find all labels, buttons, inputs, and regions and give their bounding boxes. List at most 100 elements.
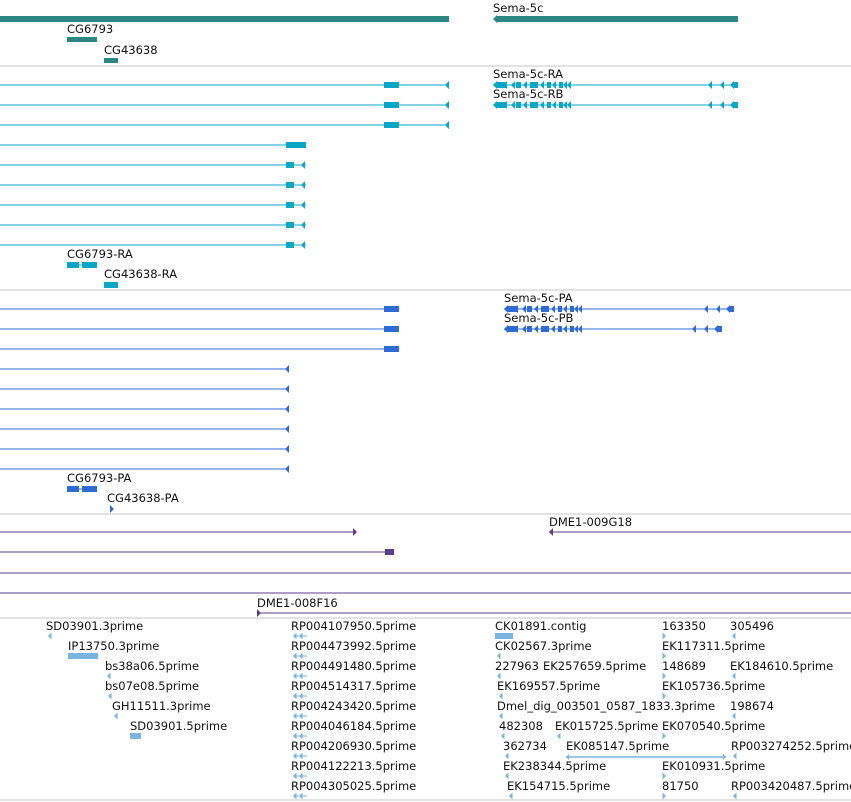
est-feature[interactable]: 305496	[730, 619, 774, 640]
rna-transcript-row[interactable]	[0, 181, 306, 189]
est-feature[interactable]: 148689	[662, 659, 706, 680]
est-feature[interactable]: bs38a06.5prime	[105, 659, 199, 680]
rna-transcript-row[interactable]	[0, 142, 306, 148]
protein-transcript-row[interactable]	[0, 405, 289, 413]
gene-feature-left[interactable]	[0, 16, 449, 22]
est-label: 482308	[499, 719, 543, 733]
est-feature[interactable]: EK238344.5prime	[503, 759, 606, 780]
protein-transcript-cg6793-pa[interactable]: CG6793-PA	[67, 471, 132, 492]
est-feature[interactable]: EK010931.5prime	[662, 759, 765, 780]
rna-transcript-cg43638-ra[interactable]: CG43638-RA	[104, 267, 177, 288]
protein-transcript-sema-5c-pb[interactable]: Sema-5c-PB	[504, 311, 722, 333]
bac-clone-row[interactable]	[0, 528, 357, 536]
est-feature[interactable]: GH11511.3prime	[112, 699, 211, 720]
bac-clone-row[interactable]	[0, 549, 394, 555]
est-feature[interactable]: EK184610.5prime	[730, 659, 833, 680]
est-label: RP004491480.5prime	[291, 659, 416, 673]
est-label: RP004046184.5prime	[291, 719, 416, 733]
est-feature[interactable]: RP004046184.5prime	[291, 719, 416, 740]
protein-transcript-row[interactable]	[0, 465, 289, 473]
est-feature[interactable]: 362734	[503, 739, 547, 760]
est-feature[interactable]: RP004491480.5prime	[291, 659, 416, 680]
est-label: 305496	[730, 619, 774, 633]
protein-transcript-row[interactable]	[0, 445, 289, 453]
est-feature[interactable]: RP003420487.5prime	[731, 779, 851, 800]
protein-transcript-row[interactable]	[0, 425, 289, 433]
est-feature[interactable]: SD03901.3prime	[46, 619, 143, 640]
gene-label: CG43638	[104, 43, 158, 57]
est-feature[interactable]: 163350	[662, 619, 706, 640]
rna-transcript-cg6793-ra[interactable]: CG6793-RA	[67, 247, 133, 268]
protein-transcript-cg43638-pa[interactable]: CG43638-PA	[107, 491, 179, 513]
transcript-label: Sema-5c-PB	[504, 311, 573, 325]
est-label: SD03901.3prime	[46, 619, 143, 633]
gene-feature-cg43638[interactable]: CG43638	[104, 43, 158, 63]
est-feature[interactable]: RP004473992.5prime	[291, 639, 416, 660]
bac-clone-dme1-008f16[interactable]: DME1-008F16	[257, 596, 851, 617]
est-feature[interactable]: bs07e08.5prime	[105, 679, 199, 700]
est-feature[interactable]: EK169557.5prime	[497, 679, 600, 700]
est-feature[interactable]: EK117311.5prime	[662, 639, 765, 660]
est-label: 81750	[662, 779, 699, 793]
est-feature[interactable]: RP003274252.5prime	[731, 739, 851, 760]
rna-transcript-sema-5c-rb[interactable]: Sema-5c-RB	[493, 87, 738, 109]
est-feature[interactable]: Dmel_dig_003501_0587_1833.3prime	[497, 699, 715, 720]
est-feature[interactable]: IP13750.3prime	[68, 639, 159, 659]
est-label: EK015725.5prime	[555, 719, 658, 733]
protein-transcript-row[interactable]	[0, 306, 399, 312]
est-feature[interactable]: RP004107950.5prime	[291, 619, 416, 640]
est-feature[interactable]: 198674	[730, 699, 774, 720]
est-label: RP003420487.5prime	[731, 779, 851, 793]
protein-transcript-row[interactable]	[0, 346, 399, 352]
rna-transcript-row[interactable]	[0, 221, 306, 229]
est-feature[interactable]: EK257659.5prime	[543, 659, 646, 673]
est-label: EK117311.5prime	[662, 639, 765, 653]
rna-transcript-row[interactable]	[0, 241, 306, 249]
rna-transcript-sema-5c-ra[interactable]: Sema-5c-RA	[493, 67, 738, 89]
est-feature[interactable]: EK154715.5prime	[507, 779, 610, 800]
est-feature[interactable]: RP004122213.5prime	[291, 759, 416, 780]
est-feature[interactable]: 81750	[662, 779, 699, 800]
rna-transcript-row[interactable]	[0, 121, 449, 129]
est-feature[interactable]: EK085147.5prime	[566, 739, 726, 760]
est-label: EK105736.5prime	[662, 679, 765, 693]
est-label: RP004107950.5prime	[291, 619, 416, 633]
bac-label: DME1-008F16	[257, 596, 338, 610]
est-feature[interactable]: 227963	[495, 659, 539, 680]
est-feature[interactable]: EK105736.5prime	[662, 679, 765, 700]
est-feature[interactable]: CK01891.contig	[495, 619, 586, 639]
protein-transcript-row[interactable]	[0, 326, 399, 332]
est-feature[interactable]: SD03901.5prime	[130, 719, 227, 739]
est-feature[interactable]: RP004305025.5prime	[291, 779, 416, 800]
est-feature[interactable]: EK070540.5prime	[662, 719, 765, 740]
gene-feature-cg6793[interactable]: CG6793	[67, 22, 113, 42]
protein-transcript-row[interactable]	[0, 365, 289, 373]
protein-transcript-sema-5c-pa[interactable]: Sema-5c-PA	[504, 291, 734, 313]
est-feature[interactable]: EK015725.5prime	[555, 719, 658, 740]
est-label: RP004514317.5prime	[291, 679, 416, 693]
est-label: CK01891.contig	[495, 619, 586, 633]
est-label: SD03901.5prime	[130, 719, 227, 733]
est-feature[interactable]: RP004243420.5prime	[291, 699, 416, 720]
est-feature[interactable]: 482308	[499, 719, 543, 740]
est-feature[interactable]: RP004206930.5prime	[291, 739, 416, 760]
transcript-label: CG43638-RA	[104, 267, 177, 281]
rna-transcript-row[interactable]	[0, 81, 449, 89]
est-label: EK184610.5prime	[730, 659, 833, 673]
est-feature[interactable]: RP004514317.5prime	[291, 679, 416, 700]
gene-label: Sema-5c	[493, 1, 543, 15]
est-label: EK238344.5prime	[503, 759, 606, 773]
bac-clone-dme1-009g18[interactable]: DME1-009G18	[549, 515, 851, 536]
est-label: 163350	[662, 619, 706, 633]
est-label: RP004305025.5prime	[291, 779, 416, 793]
rna-transcript-row[interactable]	[0, 201, 306, 209]
est-feature[interactable]: CK02567.3prime	[495, 639, 592, 660]
rna-transcript-row[interactable]	[0, 161, 306, 169]
rna-transcript-row[interactable]	[0, 101, 449, 109]
est-label: RP004473992.5prime	[291, 639, 416, 653]
protein-transcript-row[interactable]	[0, 385, 289, 393]
gene-feature-sema-5c[interactable]: Sema-5c	[493, 1, 738, 23]
transcript-label: Sema-5c-RA	[493, 67, 563, 81]
est-label: bs38a06.5prime	[105, 659, 199, 673]
est-label: RP004243420.5prime	[291, 699, 416, 713]
